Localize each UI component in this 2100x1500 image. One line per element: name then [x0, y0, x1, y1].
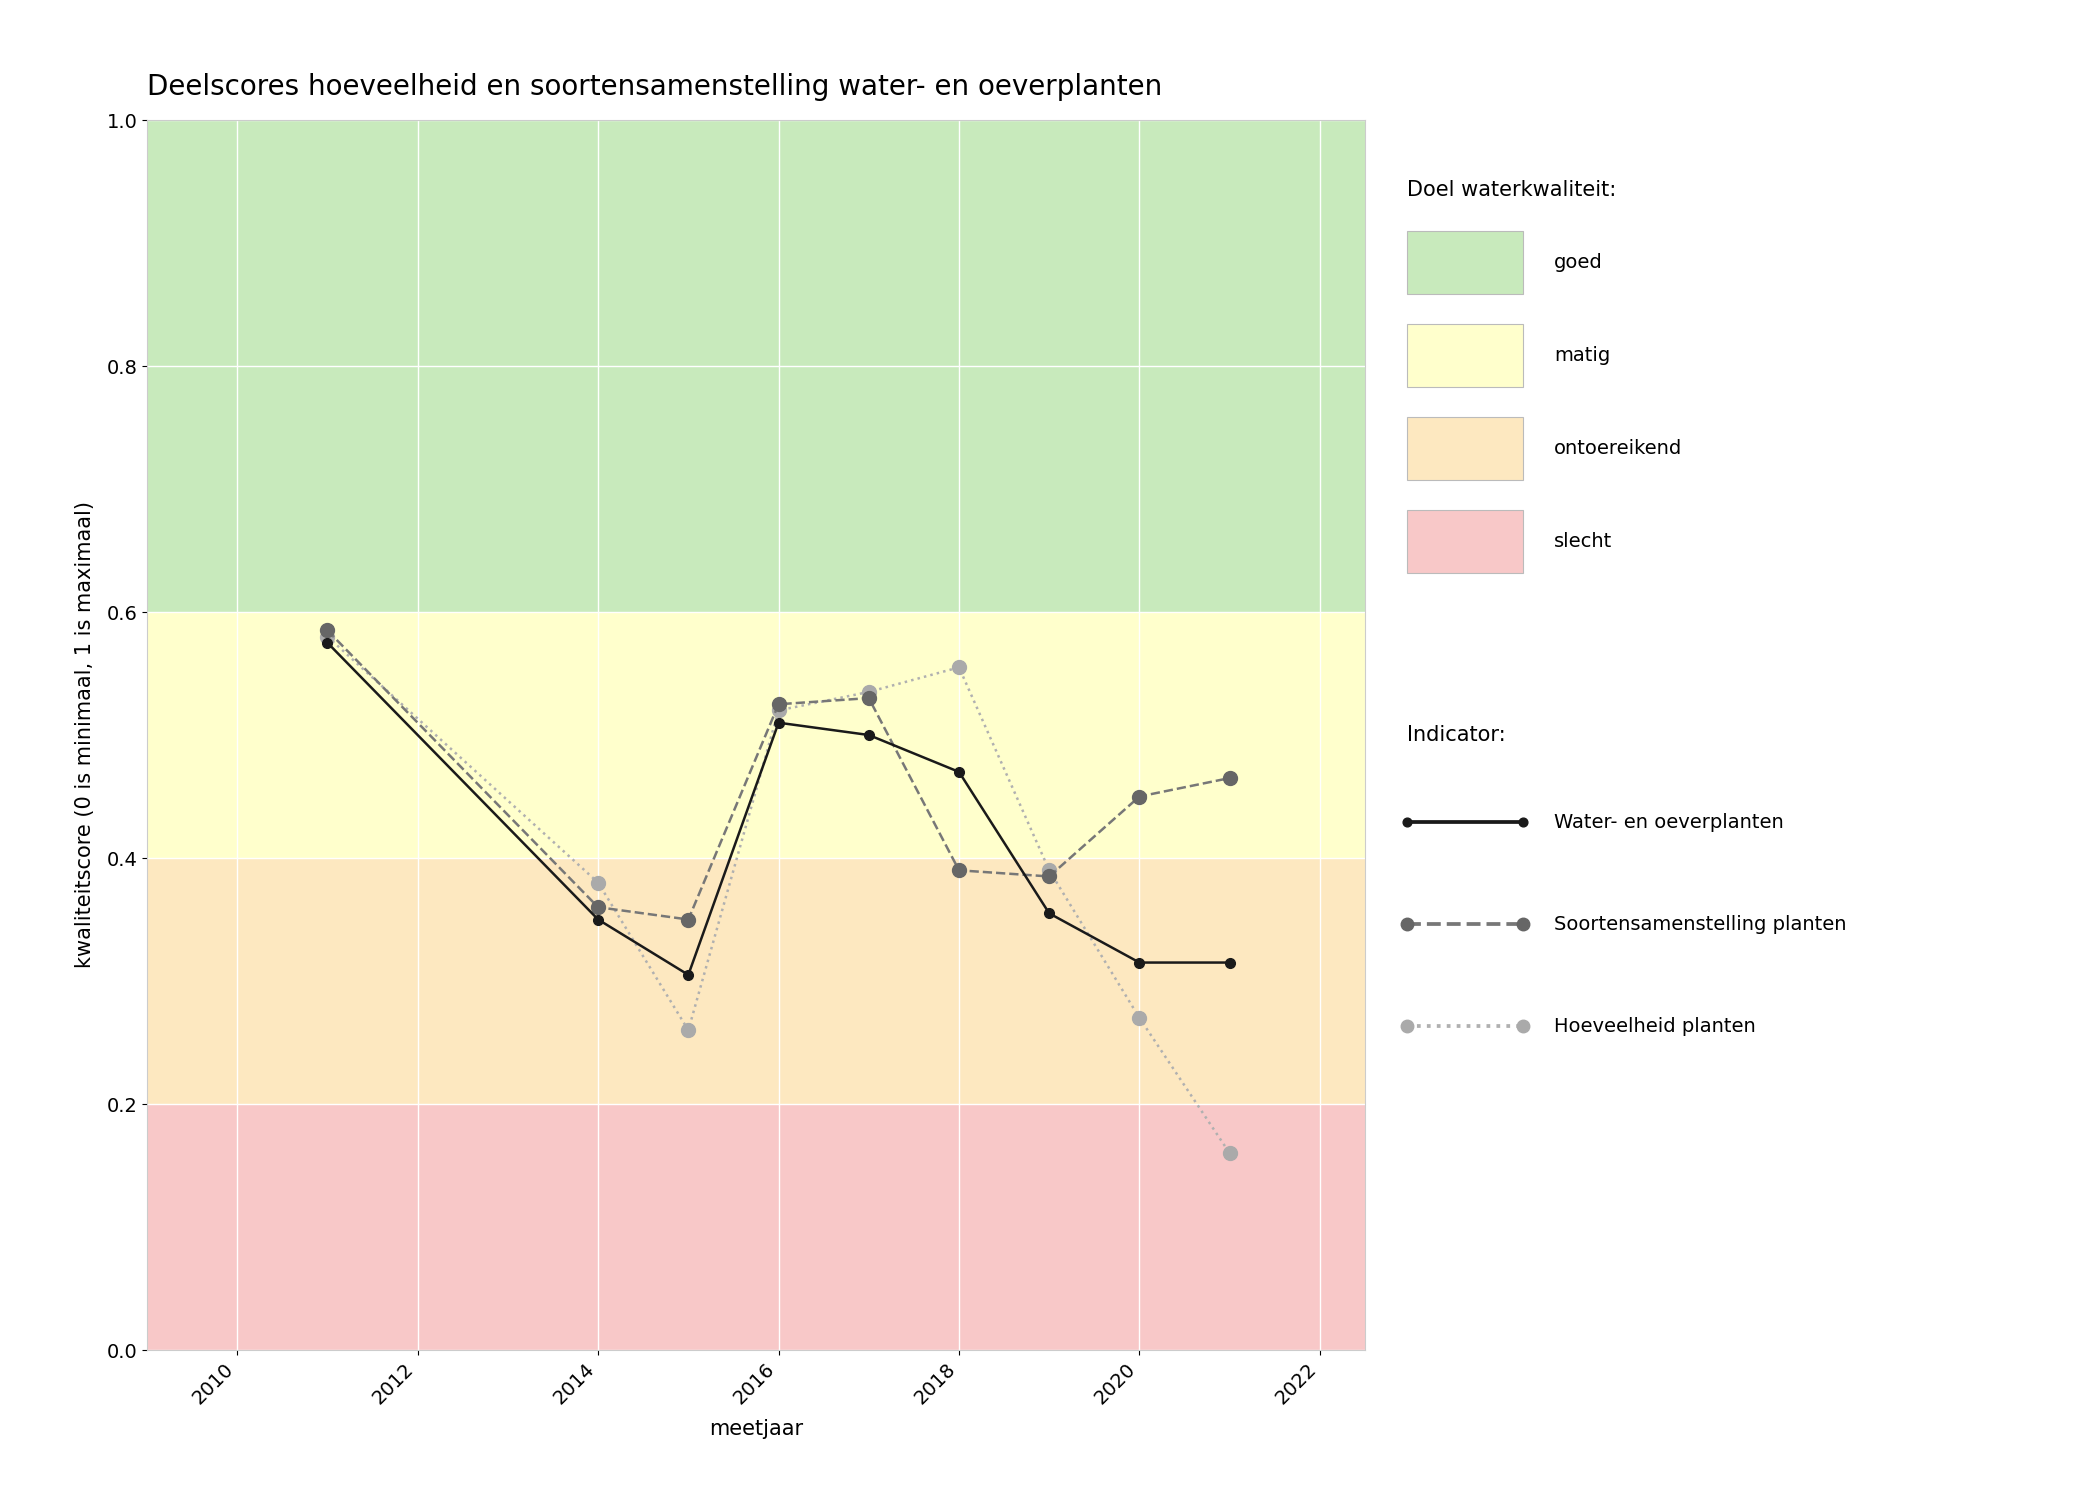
Text: Soortensamenstelling planten: Soortensamenstelling planten [1554, 915, 1846, 933]
Text: slecht: slecht [1554, 532, 1613, 550]
Text: matig: matig [1554, 346, 1611, 364]
Text: Hoeveelheid planten: Hoeveelheid planten [1554, 1017, 1756, 1035]
Bar [147, 612, 1365, 858]
Bar [147, 1104, 1365, 1350]
Text: Water- en oeverplanten: Water- en oeverplanten [1554, 813, 1783, 831]
Text: Indicator:: Indicator: [1407, 724, 1506, 744]
Text: goed: goed [1554, 254, 1602, 272]
Text: ontoereikend: ontoereikend [1554, 440, 1682, 458]
Y-axis label: kwaliteitscore (0 is minimaal, 1 is maximaal): kwaliteitscore (0 is minimaal, 1 is maxi… [76, 501, 94, 969]
Text: Deelscores hoeveelheid en soortensamenstelling water- en oeverplanten: Deelscores hoeveelheid en soortensamenst… [147, 74, 1161, 100]
X-axis label: meetjaar: meetjaar [710, 1419, 802, 1438]
Text: Doel waterkwaliteit:: Doel waterkwaliteit: [1407, 180, 1617, 200]
Bar [147, 858, 1365, 1104]
Bar [147, 120, 1365, 612]
